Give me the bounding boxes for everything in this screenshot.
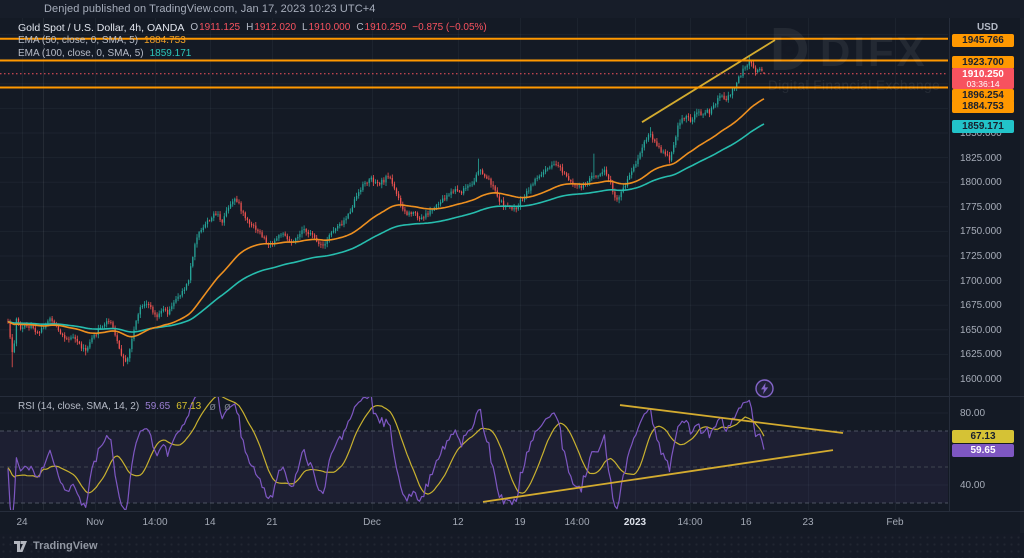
time-tick-label: 19 [514,517,526,528]
price-level-badge: 1859.171 [952,119,1014,133]
tradingview-logo-icon [14,540,27,552]
price-level-badge: 1896.254 [952,89,1014,102]
price-tick-label: 1850.000 [960,128,1002,139]
time-tick-label: 2023 [623,517,647,528]
rsi-source-icon[interactable]: ø [209,400,216,413]
price-tick-label: 1750.000 [960,226,1002,238]
ohlc-low: L 1910.000 [302,22,351,33]
time-axis[interactable]: 24 Nov 14:00 14 21 Dec 12 19 14:00 2023 14:00 16 23 F… [0,511,1024,535]
legend-rsi: RSI (14, close, SMA, 14, 2) 59.65 67.13 … [18,400,231,413]
time-tick-label: 23 [802,517,814,528]
lightning-reaction-icon[interactable] [754,378,775,399]
scroll-edge [1020,18,1024,533]
price-tick-label: 1700.000 [960,275,1002,287]
ohlc-close: C 1910.250 [356,22,407,33]
price-tick-label: 1725.000 [960,251,1002,262]
symbol-row: Gold Spot / U.S. Dollar, 4h, OANDA O 1911… [18,21,487,34]
price-level-badge: 1923.700 [952,55,1014,69]
price-tick-label: 1600.000 [960,374,1002,385]
time-tick-label: 24 [16,517,28,528]
time-tick-label: Nov [86,517,104,528]
rsi-tick-label: 80.00 [960,408,986,419]
footer-bar: TradingView [0,534,1024,558]
time-tick-label: 14:00 [677,517,703,528]
rsi-source-icon[interactable]: ø [223,400,231,413]
price-level-badge: 1884.753 [952,100,1014,113]
time-tick-label: 12 [452,517,464,528]
time-tick-label: 14 [204,517,216,528]
price-tick-label: 1775.000 [960,201,1002,213]
ema50-label: EMA (50, close, 0, SMA, 5) [18,35,139,46]
ema100-value: 1859.171 [149,48,192,59]
time-tick-label: 14:00 [564,517,590,528]
legend-main: Gold Spot / U.S. Dollar, 4h, OANDA O 1911… [18,21,487,60]
publish-line[interactable]: Denjed published on TradingView.com, Jan… [44,3,376,15]
axis-currency-label: USD [976,22,999,33]
ohlc-high: H 1912.020 [246,22,297,33]
rsi-sma-value: 67.13 [176,401,202,412]
ema100-label: EMA (100, close, 0, SMA, 5) [18,48,144,59]
price-axis[interactable]: USD 1850.000 1825.000 1800.000 1775.000 1750… [949,18,1024,511]
rsi-value-badge: 67.13 [952,429,1014,443]
symbol-title[interactable]: Gold Spot / U.S. Dollar, 4h, OANDA [18,21,185,34]
tradingview-brand[interactable]: TradingView [33,540,98,552]
ema100-row[interactable]: EMA (100, close, 0, SMA, 5) 1859.171 [18,47,487,60]
price-tick-label: 1675.000 [960,300,1002,312]
rsi-tick-label: 40.00 [960,480,986,491]
time-tick-label: 16 [740,517,752,528]
time-tick-label: 14:00 [142,517,168,528]
time-tick-label: 21 [266,517,278,528]
price-tick-label: 1825.000 [960,152,1002,164]
change-value: −0.875 (−0.05%) [412,22,487,33]
rsi-value: 59.65 [145,401,171,412]
time-tick-label: Feb [886,517,904,528]
price-tick-label: 1650.000 [960,324,1002,336]
time-tick-label: Dec [363,517,381,528]
rsi-value-badge: 59.65 [952,444,1014,457]
current-price-badge: 1910.250 03:36:14 [952,67,1014,89]
ema50-row[interactable]: EMA (50, close, 0, SMA, 5) 1884.753 [18,34,487,47]
rsi-label[interactable]: RSI (14, close, SMA, 14, 2) [18,401,140,412]
price-tick-label: 1800.000 [960,177,1002,189]
publish-header: Denjed published on TradingView.com, Jan… [0,0,1024,18]
ohlc-open: O 1911.125 [190,22,241,33]
ema50-value: 1884.753 [144,35,186,46]
price-level-badge: 1945.766 [952,33,1014,47]
price-tick-label: 1625.000 [960,349,1002,361]
